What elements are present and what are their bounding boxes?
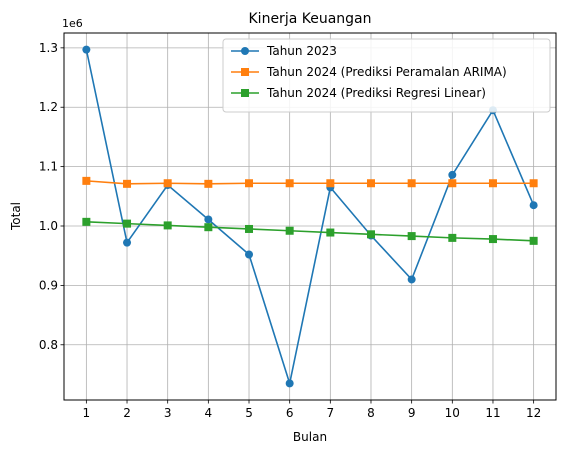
x-tick-label: 9 [408, 406, 416, 420]
data-point [448, 170, 457, 179]
chart-title: Kinerja Keuangan [249, 11, 372, 27]
legend-marker [241, 68, 249, 76]
data-point [163, 221, 172, 230]
data-point [285, 226, 294, 235]
data-point [366, 230, 375, 239]
x-axis-label: Bulan [293, 430, 327, 444]
series-group [82, 45, 538, 388]
data-point [529, 236, 538, 245]
data-point [448, 179, 457, 188]
x-tick-label: 10 [445, 406, 460, 420]
legend-label: Tahun 2024 (Prediksi Peramalan ARIMA) [266, 65, 507, 79]
series-2 [82, 176, 538, 188]
legend-box [222, 38, 551, 113]
y-tick-label: 0.8 [39, 338, 58, 352]
y-tick-label: 1.2 [39, 100, 58, 114]
series-line [86, 180, 534, 185]
y-tick-label: 1.3 [39, 41, 58, 55]
legend: Tahun 2023 Tahun 2024 (Prediksi Peramalan… [222, 38, 551, 113]
data-point [285, 379, 294, 388]
data-point [488, 179, 497, 188]
data-point [326, 179, 335, 188]
data-point [245, 224, 254, 233]
data-point [529, 201, 538, 210]
x-tick-label: 4 [205, 406, 213, 420]
data-point [529, 179, 538, 188]
legend-marker [241, 89, 249, 97]
legend-marker [241, 47, 249, 55]
x-tick-label: 7 [327, 406, 335, 420]
y-offset-label: 1e6 [62, 17, 83, 30]
data-point [204, 223, 213, 232]
series-line [86, 221, 534, 242]
data-point [204, 179, 213, 188]
x-tick-label: 1 [83, 406, 91, 420]
legend-item: Tahun 2024 (Prediksi Peramalan ARIMA) [231, 65, 507, 79]
data-point [82, 176, 91, 185]
data-point [82, 217, 91, 226]
data-point [407, 232, 416, 241]
x-tick-label: 2 [123, 406, 131, 420]
data-point [123, 179, 132, 188]
axis-ticks: 1 2 3 4 5 6 7 8 9 10 11 120.80.91.01.11.21.3 [39, 41, 541, 420]
data-point [448, 233, 457, 242]
data-point [204, 215, 213, 224]
y-tick-label: 0.9 [39, 278, 58, 292]
data-point [123, 238, 132, 247]
series-line [85, 49, 535, 387]
legend-item: Tahun 2023 [231, 44, 337, 58]
plot-frame [63, 32, 557, 401]
data-point [285, 179, 294, 188]
y-tick-label: 1.0 [39, 219, 58, 233]
y-tick-label: 1.1 [39, 160, 58, 174]
x-tick-label: 5 [245, 406, 253, 420]
data-point [245, 179, 254, 188]
data-point [245, 250, 254, 259]
data-point [407, 179, 416, 188]
y-axis-label: Total [9, 202, 23, 231]
legend-item: Tahun 2024 (Prediksi Regresi Linear) [231, 86, 486, 100]
x-tick-label: 3 [164, 406, 172, 420]
data-point [163, 179, 172, 188]
legend-label: Tahun 2023 [266, 44, 337, 58]
data-point [326, 228, 335, 237]
legend-label: Tahun 2024 (Prediksi Regresi Linear) [266, 86, 486, 100]
x-tick-label: 8 [367, 406, 375, 420]
data-point [407, 275, 416, 284]
data-point [82, 45, 91, 54]
data-point [488, 235, 497, 244]
x-tick-label: 12 [526, 406, 541, 420]
x-tick-label: 6 [286, 406, 294, 420]
series-3 [82, 217, 538, 245]
data-point [123, 219, 132, 228]
data-point [366, 179, 375, 188]
x-tick-label: 11 [485, 406, 500, 420]
